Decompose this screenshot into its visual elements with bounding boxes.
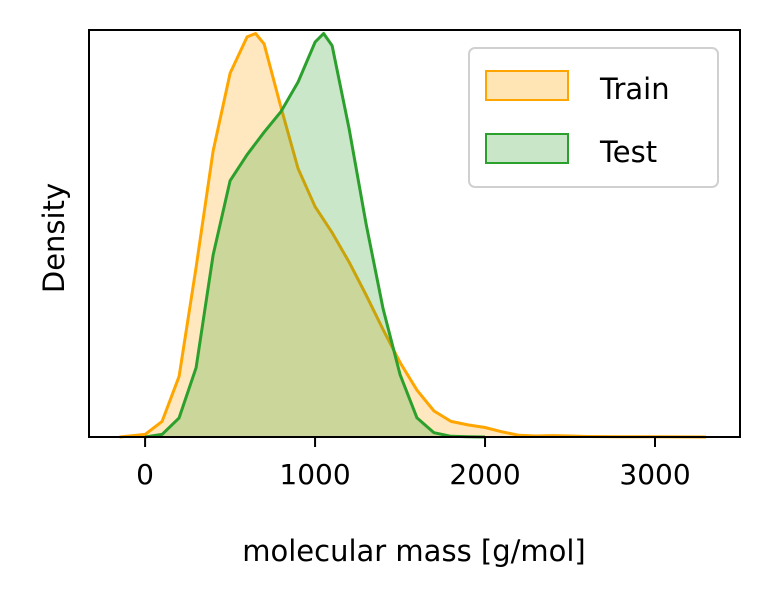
legend-swatch-train xyxy=(485,70,569,101)
legend-label-train: Train xyxy=(599,72,670,106)
x-axis-label: molecular mass [g/mol] xyxy=(242,534,586,568)
x-tick-label: 3000 xyxy=(619,458,690,491)
legend-swatch-test xyxy=(485,133,569,164)
x-tick-label: 0 xyxy=(136,458,154,491)
plot-areas xyxy=(119,32,707,439)
plot-frame xyxy=(88,29,741,438)
x-tick-label: 2000 xyxy=(449,458,520,491)
x-ticks: 0 1000 2000 3000 xyxy=(136,437,691,491)
y-axis-label: Density xyxy=(37,183,71,293)
series-line-test xyxy=(144,32,486,439)
legend-frame xyxy=(468,47,719,188)
series-fill-test xyxy=(145,33,485,437)
series-fill-train xyxy=(119,33,707,437)
series-line-train xyxy=(119,32,707,439)
legend-label-test: Test xyxy=(599,135,657,169)
legend: Train Test xyxy=(468,47,719,188)
x-tick-label: 1000 xyxy=(279,458,350,491)
